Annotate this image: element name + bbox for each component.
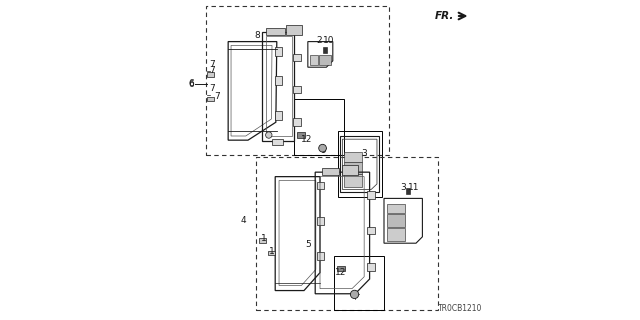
Text: 1: 1 bbox=[269, 247, 275, 256]
Bar bbox=[275, 111, 282, 120]
Bar bbox=[272, 139, 283, 145]
Bar bbox=[292, 118, 301, 126]
Text: 4: 4 bbox=[240, 216, 246, 225]
Circle shape bbox=[319, 144, 326, 152]
Bar bbox=[367, 191, 375, 199]
Bar bbox=[310, 55, 317, 65]
Text: 7: 7 bbox=[210, 60, 215, 68]
Bar bbox=[292, 86, 301, 93]
Bar bbox=[323, 47, 327, 53]
Bar bbox=[275, 76, 282, 85]
Bar bbox=[297, 132, 305, 138]
Bar bbox=[292, 54, 301, 61]
Bar bbox=[387, 204, 405, 213]
Bar bbox=[207, 97, 214, 101]
Text: FR.: FR. bbox=[435, 11, 454, 21]
Bar bbox=[319, 55, 331, 65]
Bar bbox=[387, 214, 405, 227]
Bar bbox=[367, 227, 375, 234]
Text: 3: 3 bbox=[400, 183, 406, 192]
Text: 9: 9 bbox=[352, 292, 358, 300]
Bar bbox=[317, 182, 324, 189]
Bar bbox=[317, 252, 324, 260]
Circle shape bbox=[351, 290, 359, 299]
Bar bbox=[259, 238, 266, 243]
Bar bbox=[387, 228, 405, 241]
Bar bbox=[268, 251, 275, 255]
Bar bbox=[342, 165, 358, 175]
Bar bbox=[344, 162, 362, 174]
Bar bbox=[317, 217, 324, 225]
Text: 12: 12 bbox=[301, 135, 312, 144]
Text: 7: 7 bbox=[210, 66, 215, 75]
Bar bbox=[344, 174, 362, 187]
Text: 7: 7 bbox=[210, 84, 215, 93]
Bar bbox=[406, 188, 410, 194]
Text: 10: 10 bbox=[323, 36, 335, 44]
Text: TR0CB1210: TR0CB1210 bbox=[438, 304, 483, 313]
Text: 9: 9 bbox=[320, 146, 326, 155]
Text: 8: 8 bbox=[254, 31, 260, 40]
Text: 6: 6 bbox=[189, 80, 195, 89]
Text: 12: 12 bbox=[335, 268, 347, 277]
Bar bbox=[275, 47, 282, 56]
Text: 7: 7 bbox=[214, 92, 220, 100]
Bar bbox=[367, 263, 375, 271]
Text: 1: 1 bbox=[261, 234, 266, 243]
Bar bbox=[287, 25, 302, 35]
Text: 3: 3 bbox=[362, 149, 367, 158]
Bar bbox=[322, 168, 339, 175]
Bar bbox=[207, 72, 214, 77]
Text: 11: 11 bbox=[408, 183, 419, 192]
Bar bbox=[344, 152, 362, 162]
Circle shape bbox=[266, 132, 272, 138]
Bar bbox=[337, 266, 345, 271]
Bar bbox=[266, 28, 285, 35]
Text: 6: 6 bbox=[189, 79, 195, 88]
Text: 5: 5 bbox=[306, 240, 311, 249]
Text: 2: 2 bbox=[317, 36, 323, 44]
